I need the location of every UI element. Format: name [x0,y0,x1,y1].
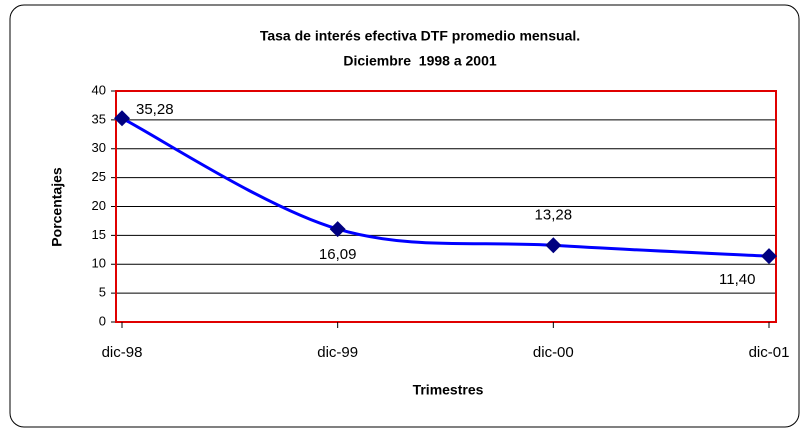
y-tick-label: 25 [92,169,106,184]
y-tick-label: 30 [92,140,106,155]
chart-subtitle: Diciembre 1998 a 2001 [343,53,497,69]
x-axis-title: Trimestres [413,382,484,398]
plot-border [115,90,777,323]
marker [761,248,777,265]
x-tick-label: dic-00 [533,344,574,361]
y-axis-title: Porcentajes [49,167,65,247]
y-tick-label: 5 [99,285,106,300]
data-label: 35,28 [136,101,174,118]
y-tick-label: 35 [92,111,106,126]
data-label: 16,09 [319,246,357,263]
line [121,116,770,258]
y-tick-label: 15 [92,227,106,242]
chart-title: Tasa de interés efectiva DTF promedio me… [260,28,580,44]
marker [114,110,130,127]
marker [329,221,346,238]
marker [545,237,562,254]
y-tick-label: 20 [92,198,106,213]
y-tick-label: 40 [92,82,106,97]
y-tick-label: 0 [99,313,106,328]
y-tick-label: 10 [92,256,106,271]
x-tick-label: dic-99 [317,344,358,361]
x-tick-label: dic-98 [102,344,143,361]
data-label: 13,28 [535,206,573,223]
x-tick-label: dic-01 [749,344,790,361]
data-label: 11,40 [719,271,755,288]
